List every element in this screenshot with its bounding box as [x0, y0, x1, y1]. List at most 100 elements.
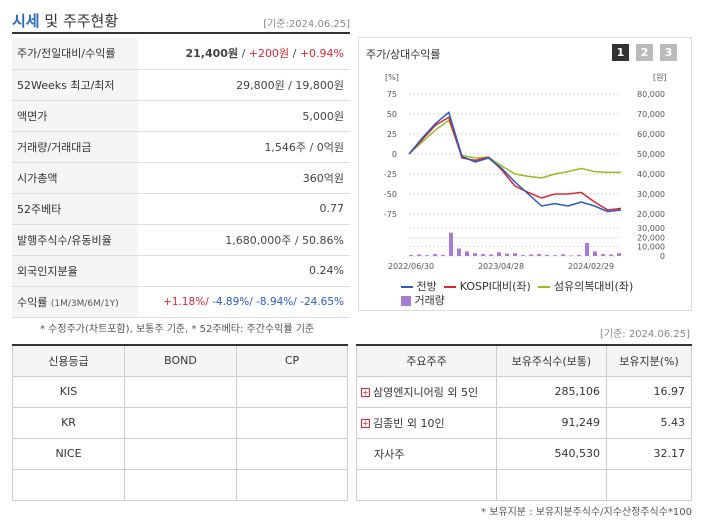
- holder-name: 삼영엔지니어링 외 5인: [373, 385, 479, 399]
- col-header-bond: BOND: [124, 344, 237, 377]
- volume-bar: [497, 252, 501, 256]
- right-tick-label: 20,000: [637, 210, 665, 219]
- volume-bar: [585, 242, 589, 256]
- volume-bar: [425, 255, 429, 256]
- volume-bar: [473, 253, 477, 256]
- table-row: + 삼영엔지니어링 외 5인 285,106 16.97: [356, 375, 692, 408]
- volume-bar: [449, 232, 453, 256]
- x-tick-label: 2022/06/30: [388, 262, 434, 271]
- expand-icon[interactable]: +: [361, 388, 370, 397]
- table-header-row: 주요주주 보유주식수(보통) 보유지분(%): [356, 344, 692, 377]
- table-row: KR: [12, 406, 348, 439]
- left-tick-label: -50: [384, 190, 397, 199]
- holder-name: 자사주: [356, 437, 497, 470]
- right-tick-label: 30,000: [637, 190, 665, 199]
- volume-bar: [529, 254, 533, 256]
- legend-textile: 섬유의복대비(좌): [553, 280, 634, 293]
- legend-line-textile: [538, 286, 551, 288]
- shares-value: 1,680,000주 / 50.86%: [138, 224, 350, 256]
- chart-page-3-button[interactable]: 3: [660, 44, 677, 61]
- x-tick-label: 2024/02/29: [568, 262, 614, 271]
- holder-cell[interactable]: + 김종빈 외 10인: [356, 406, 497, 439]
- col-header-pct: 보유지분(%): [606, 344, 692, 377]
- volume-tick-label: 30,000: [637, 224, 665, 233]
- table-row: + 김종빈 외 10인 91,249 5.43: [356, 406, 692, 439]
- volume-bar: [417, 254, 421, 256]
- pct-cell: 32.17: [606, 437, 692, 470]
- legend-volume: 거래량: [414, 294, 445, 307]
- x-tick-label: 2023/04/28: [478, 262, 524, 271]
- shares-label: 발행주식수/유동비율: [12, 224, 138, 256]
- table-row: 수익률 (1M/3M/6M/1Y) +1.18%/ -4.89%/ -8.94%…: [12, 286, 350, 318]
- volume-bar: [441, 254, 445, 256]
- week52-value: 29,800원 / 19,800원: [138, 69, 350, 101]
- legend-line-kospi: [444, 286, 457, 288]
- chart-panel: 주가/상대수익률 1 2 3 [%] [원] 75 50 25 0 -25 -50 -75 8…: [358, 37, 692, 311]
- agency-cell: [12, 468, 125, 501]
- agency-cell: KR: [12, 406, 125, 439]
- chart-page-1-button[interactable]: 1: [612, 44, 629, 61]
- holder-cell[interactable]: + 삼영엔지니어링 외 5인: [356, 375, 497, 408]
- agency-cell: KIS: [12, 375, 125, 408]
- left-tick-label: -25: [384, 170, 397, 179]
- beta-value: 0.77: [138, 193, 350, 225]
- volume-bar: [433, 254, 437, 256]
- cp-cell: [236, 437, 348, 470]
- price-line: [408, 111, 622, 213]
- holder-base-date: [기준: 2024.06.25]: [599, 329, 690, 340]
- left-tick-label: -75: [384, 210, 397, 219]
- table-row: 외국인지분율 0.24%: [12, 255, 350, 287]
- cp-cell: [236, 406, 348, 439]
- beta-label: 52주베타: [12, 193, 138, 225]
- right-tick-label: 70,000: [637, 110, 665, 119]
- chart-page-2-button[interactable]: 2: [636, 44, 653, 61]
- foreign-value: 0.24%: [138, 255, 350, 287]
- chart-legend: 전방 KOSPI대비(좌) 섬유의복대비(좌): [401, 278, 633, 294]
- section-header: 시세 및 주주현황 [기준:2024.06.25]: [12, 8, 350, 34]
- return-label: 수익률 (1M/3M/6M/1Y): [12, 286, 138, 318]
- pct-cell: 16.97: [606, 375, 692, 408]
- credit-rating-table: 신용등급 BOND CP KIS KR NICE: [12, 344, 348, 501]
- volume-bar: [569, 255, 573, 256]
- left-tick-label: 0: [392, 150, 397, 159]
- table-row: 액면가 5,000원: [12, 100, 350, 132]
- legend-line-price: [401, 286, 413, 288]
- major-holders-table: 주요주주 보유주식수(보통) 보유지분(%) + 삼영엔지니어링 외 5인 285…: [356, 344, 692, 501]
- holder-footnote: * 보유지분 : 보유지분주식수/지수산정주식수*100: [481, 507, 692, 518]
- agency-cell: NICE: [12, 437, 125, 470]
- volume-bar: [601, 254, 605, 256]
- table-row: 52주베타 0.77: [12, 193, 350, 225]
- bond-cell: [124, 468, 237, 501]
- footnote: * 수정주가(차트포함), 보통주 기준, * 52주베타: 주간수익률 기준: [40, 324, 315, 335]
- pct-cell: 5.43: [606, 406, 692, 439]
- shares-cell: 540,530: [496, 437, 607, 470]
- price-info-table: 주가/전일대비/수익률 21,400원 / +200원 / +0.94% 52W…: [12, 38, 350, 318]
- table-header-row: 신용등급 BOND CP: [12, 344, 348, 377]
- holder-name: [356, 468, 497, 501]
- holder-name: 김종빈 외 10인: [373, 416, 445, 430]
- volume-bar: [481, 254, 485, 256]
- col-header-holder: 주요주주: [356, 344, 497, 377]
- col-header-shares: 보유주식수(보통): [496, 344, 607, 377]
- volume-bar: [489, 254, 493, 256]
- volume-bar: [561, 254, 565, 256]
- table-row: 52Weeks 최고/최저 29,800원 / 19,800원: [12, 69, 350, 101]
- price-value: 21,400원 / +200원 / +0.94%: [138, 38, 350, 70]
- left-tick-label: 50: [387, 110, 397, 119]
- page-title: 시세 및 주주현황: [12, 12, 119, 30]
- textile-line: [408, 119, 621, 179]
- volume-bar: [465, 251, 469, 256]
- volume-bar: [577, 254, 581, 256]
- left-unit: [%]: [385, 73, 399, 82]
- volume-bar: [553, 255, 557, 256]
- volume-bar: [505, 253, 509, 256]
- face-label: 액면가: [12, 100, 138, 132]
- kospi-line: [408, 116, 622, 211]
- foreign-label: 외국인지분율: [12, 255, 138, 287]
- volume-bar: [545, 254, 549, 256]
- right-tick-label: 60,000: [637, 130, 665, 139]
- cp-cell: [236, 375, 348, 408]
- expand-icon[interactable]: +: [361, 419, 370, 428]
- volume-bar: [617, 253, 621, 256]
- shares-cell: 91,249: [496, 406, 607, 439]
